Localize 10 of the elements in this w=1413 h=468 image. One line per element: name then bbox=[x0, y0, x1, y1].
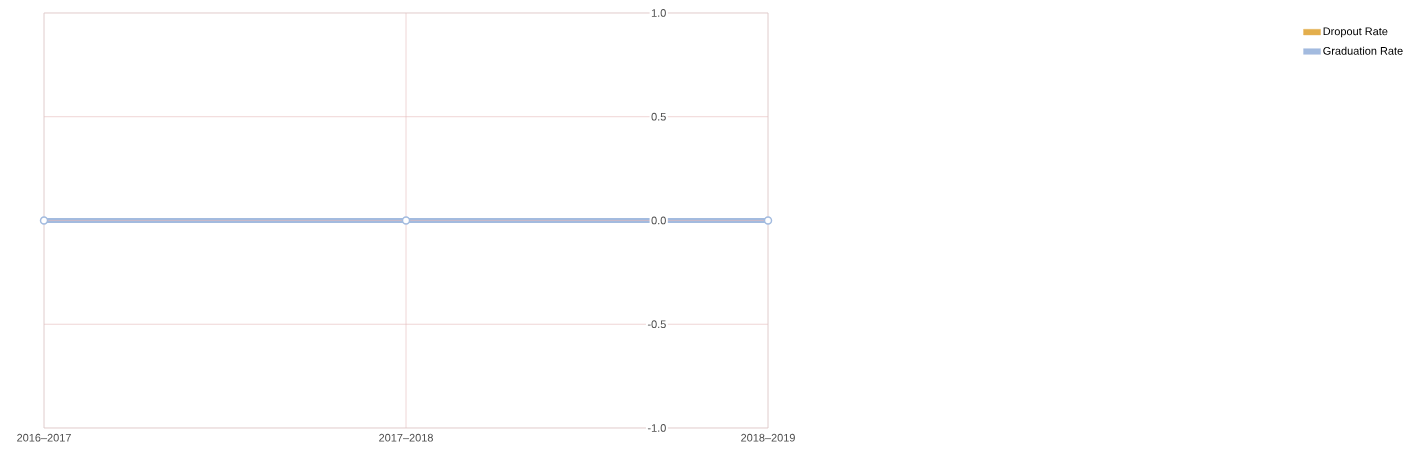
legend-label: Dropout Rate bbox=[1323, 27, 1388, 38]
x-tick-label: 2017–2018 bbox=[379, 433, 433, 442]
y-tick-label: 1.0 bbox=[651, 9, 666, 17]
y-tick-label: -0.5 bbox=[647, 320, 666, 329]
y-tick-label: -1.0 bbox=[647, 424, 666, 432]
y-tick-label: 0.0 bbox=[651, 216, 666, 225]
y-tick-label: 0.5 bbox=[651, 112, 666, 121]
x-tick-label: 2016–2017 bbox=[17, 433, 71, 442]
x-tick-label: 2018–2019 bbox=[741, 433, 795, 442]
legend-label: Graduation Rate bbox=[1323, 46, 1403, 55]
